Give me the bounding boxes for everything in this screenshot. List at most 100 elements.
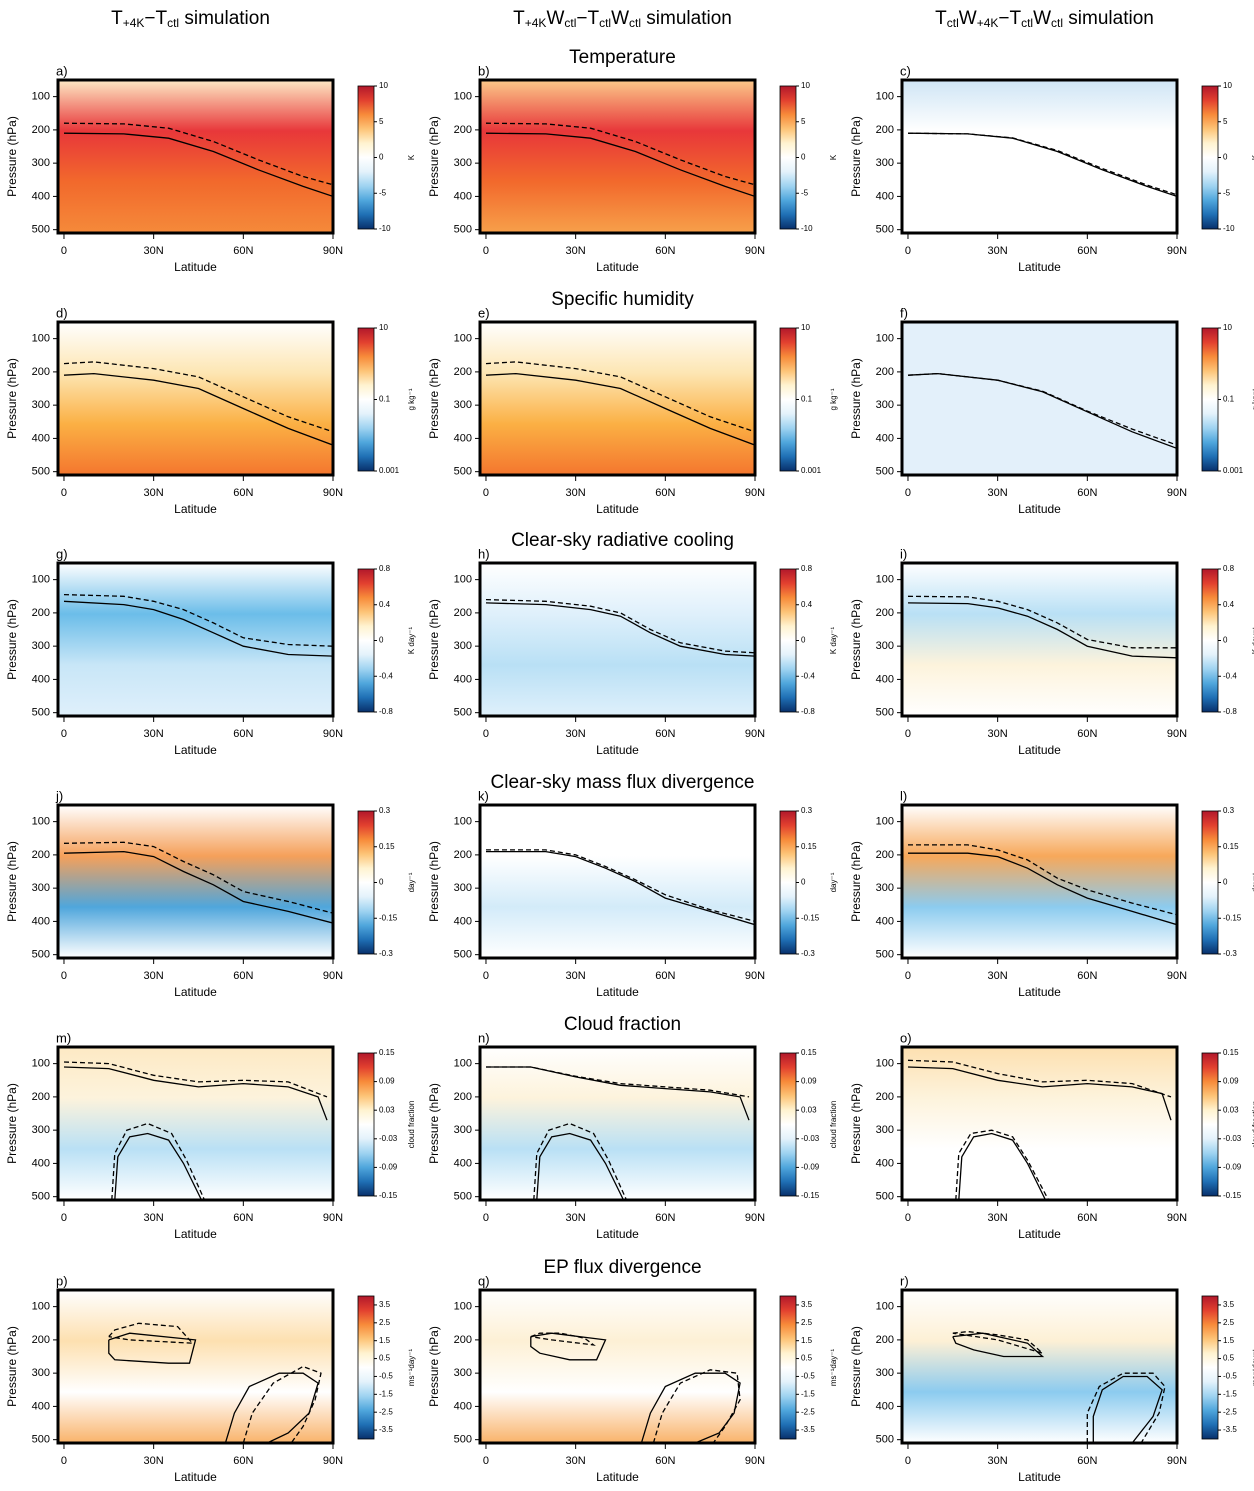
x-tick-label: 30N [144,245,164,257]
x-tick-label: 90N [323,245,343,257]
field-shading [902,805,1177,958]
x-tick-label: 90N [1167,487,1187,499]
colorbar-tick-label: 0.3 [801,806,813,815]
tropopause-line [114,1132,203,1200]
y-axis-label: Pressure (hPa) [849,599,863,680]
colorbar-label: K [407,154,416,160]
y-tick-label: 200 [876,849,894,861]
x-tick-label: 30N [566,1455,586,1467]
x-tick-label: 60N [1077,728,1097,740]
colorbar-label: cloud fraction [829,1101,838,1149]
colorbar-tick-label: -0.09 [379,1163,398,1172]
panel-label: e) [478,305,490,320]
y-tick-label: 200 [454,607,472,619]
subscript: ctl [564,16,576,30]
y-tick-label: 100 [876,1058,894,1070]
y-tick-label: 100 [32,1301,50,1313]
colorbar-label: ms⁻¹day⁻¹ [1251,1349,1254,1387]
tropopause-line [907,132,1177,196]
x-tick-label: 0 [905,728,911,740]
colorbar-tick-label: 0.15 [1223,1048,1239,1057]
field-shading [58,1047,333,1200]
colorbar-tick-label: -0.15 [1223,913,1242,922]
x-tick-label: 60N [655,970,675,982]
colorbar-tick-label: 0.09 [1223,1077,1239,1086]
colorbar-tick-label: 0 [1223,636,1228,645]
colorbar-tick-label: 0 [801,153,806,162]
x-axis-label: Latitude [596,1227,639,1241]
y-tick-label: 400 [32,432,50,444]
colorbar [779,1295,797,1440]
x-tick-label: 60N [233,1212,253,1224]
y-tick-label: 300 [454,1124,472,1136]
x-tick-label: 0 [483,1455,489,1467]
x-axis-label: Latitude [174,1227,217,1241]
colorbar-tick-label: -1.5 [1223,1389,1237,1398]
subscript: ctl [167,16,179,30]
tropopause-line [63,361,333,433]
x-tick-label: 0 [61,970,67,982]
colorbar-tick-label: -0.15 [379,1191,398,1200]
colorbar-tick-label: 0.4 [379,600,391,609]
x-axis-label: Latitude [596,260,639,274]
y-tick-label: 200 [876,124,894,136]
colorbar-tick-label: 0.001 [801,466,822,475]
x-tick-label: 90N [323,487,343,499]
colorbar [357,85,375,230]
tropopause-line [952,1330,1043,1354]
x-axis-label: Latitude [596,502,639,516]
x-tick-label: 0 [905,245,911,257]
y-tick-label: 500 [454,1191,472,1203]
y-tick-label: 100 [32,1058,50,1070]
title-part: −T [144,8,167,29]
y-tick-label: 400 [454,190,472,202]
x-tick-label: 60N [655,1455,675,1467]
x-tick-label: 60N [233,245,253,257]
row-title: EP flux divergence [543,1257,701,1278]
subscript: ctl [629,16,641,30]
y-tick-label: 200 [876,366,894,378]
plot-frame [478,1288,757,1445]
colorbar-tick-label: -0.03 [801,1134,820,1143]
plot-frame [900,78,1179,235]
field-shading [480,322,755,475]
y-tick-label: 100 [454,1058,472,1070]
colorbar-tick-label: -0.4 [1223,671,1237,680]
x-tick-label: 90N [1167,970,1187,982]
colorbar-label: K day⁻¹ [1251,626,1254,654]
colorbar-tick-label: -0.8 [801,707,815,716]
colorbar-tick-label: -2.5 [801,1407,815,1416]
x-tick-label: 30N [566,970,586,982]
x-tick-label: 90N [745,487,765,499]
colorbar-label: K day⁻¹ [829,626,838,654]
y-axis-label: Pressure (hPa) [5,1326,19,1407]
tropopause-line [907,372,1177,446]
y-tick-label: 300 [454,157,472,169]
y-axis-label: Pressure (hPa) [849,358,863,439]
colorbar-tick-label: -0.15 [801,1191,820,1200]
colorbar-tick-label: -3.5 [801,1425,815,1434]
colorbar-tick-label: 0.5 [379,1354,391,1363]
colorbar-tick-label: 0.09 [379,1077,395,1086]
row-title: Clear-sky radiative cooling [511,530,734,551]
colorbar-tick-label: -1.5 [801,1389,815,1398]
panel-label: h) [478,546,490,561]
panel-label: r) [900,1273,909,1288]
x-tick-label: 90N [1167,728,1187,740]
colorbar-tick-label: 3.5 [379,1300,391,1309]
y-tick-label: 400 [454,1400,472,1412]
colorbar-tick-label: 0.5 [801,1354,813,1363]
y-tick-label: 100 [454,333,472,345]
y-tick-label: 300 [876,882,894,894]
colorbar-tick-label: 0.09 [801,1077,817,1086]
x-tick-label: 90N [323,728,343,740]
y-tick-label: 200 [876,1091,894,1103]
y-tick-label: 100 [32,816,50,828]
